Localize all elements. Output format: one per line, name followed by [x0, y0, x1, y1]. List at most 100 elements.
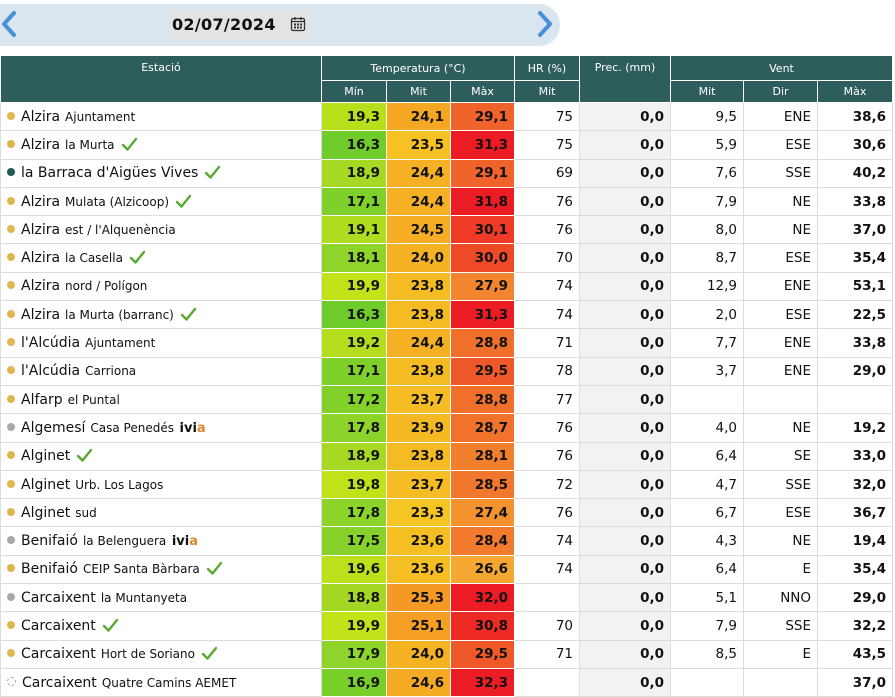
chevron-left-icon[interactable]	[0, 10, 20, 38]
temp-min-cell: 18,8	[321, 583, 387, 613]
temp-min-cell: 16,3	[321, 130, 387, 160]
station-cell[interactable]: l'Alcúdia Ajuntament	[0, 328, 322, 358]
wind-mit-cell: 6,4	[670, 554, 745, 585]
ivia-logo-accent: a	[189, 534, 198, 550]
station-sub[interactable]: est / l'Alquenència	[65, 222, 176, 237]
station-cell[interactable]: Benifaió CEIP Santa Bàrbara	[0, 554, 322, 585]
station-cell[interactable]: Alginet	[0, 441, 322, 471]
station-cell[interactable]: l'Alcúdia Carriona	[0, 356, 322, 386]
station-cell[interactable]: Alginet Urb. Los Lagos	[0, 469, 322, 500]
station-cell[interactable]: Alzira Ajuntament	[0, 101, 322, 132]
station-cell[interactable]: Carcaixent	[0, 611, 322, 641]
hr-cell: 74	[514, 300, 581, 330]
station-sub[interactable]: CEIP Santa Bàrbara	[82, 562, 200, 577]
station-status-dot	[7, 564, 15, 573]
station-cell[interactable]: Carcaixent Hort de Soriano	[0, 639, 322, 669]
station-town[interactable]: Carcaixent	[21, 617, 96, 634]
table-row: l'Alcúdia Carriona 17,1 23,8 29,5 78 0,0 3,7 ENE…	[0, 356, 894, 386]
station-cell[interactable]: Alzira est / l'Alquenència	[0, 215, 322, 245]
table-row: Algemesí Casa Penedés ivia 17,8 23,9 28,7 76 0…	[0, 413, 894, 443]
check-icon	[180, 307, 197, 322]
station-sub[interactable]: Mulata (Alzicoop)	[65, 194, 170, 209]
station-cell[interactable]: Carcaixent la Muntanyeta	[0, 583, 322, 613]
station-cell[interactable]: Alzira Mulata (Alzicoop)	[0, 186, 322, 217]
station-sub[interactable]: sud	[75, 505, 97, 520]
station-sub[interactable]: el Puntal	[67, 392, 120, 407]
prec-cell: 0,0	[579, 186, 672, 217]
station-town[interactable]: Alzira	[21, 193, 61, 210]
station-sub[interactable]: Casa Penedés	[90, 420, 174, 435]
wind-mit-cell: 3,7	[670, 356, 745, 386]
station-town[interactable]: Benifaió	[21, 561, 78, 578]
station-town[interactable]: Alfarp	[21, 391, 63, 408]
table-row: Carcaixent Hort de Soriano 17,9 24,0 29,5 71 0…	[0, 639, 894, 669]
station-cell[interactable]: Alzira nord / Polígon	[0, 271, 322, 302]
station-cell[interactable]: Alfarp el Puntal	[0, 384, 322, 415]
wind-dir-cell: ENE	[743, 356, 819, 386]
wind-dir-cell: ESE	[743, 130, 819, 160]
temp-mit-cell: 23,6	[386, 554, 451, 585]
station-cell[interactable]: Benifaió la Belenguera ivia	[0, 526, 322, 556]
hr-cell: 75	[514, 130, 581, 160]
station-cell[interactable]: Carcaixent Quatre Camins AEMET	[0, 667, 322, 697]
wind-mit-cell: 9,5	[670, 101, 745, 132]
station-cell[interactable]: Algemesí Casa Penedés ivia	[0, 413, 322, 443]
date-value[interactable]: 02/07/2024	[172, 15, 276, 34]
header-temp-min: Mín	[321, 80, 387, 103]
station-town[interactable]: Algemesí	[21, 419, 86, 436]
station-sub[interactable]: la Casella	[65, 251, 123, 266]
check-icon	[76, 448, 93, 463]
prec-cell: 0,0	[579, 441, 672, 471]
temp-min-cell: 17,5	[321, 526, 387, 556]
station-town[interactable]: la Barraca d'Aigües Vives	[21, 165, 199, 182]
station-sub[interactable]: la Murta	[65, 137, 115, 152]
table-row: Alzira la Casella 18,1 24,0 30,0 70 0,0 8,7 ESE 3…	[0, 243, 894, 273]
station-town[interactable]: l'Alcúdia	[21, 335, 81, 352]
station-sub[interactable]: Urb. Los Lagos	[75, 477, 164, 492]
wind-max-cell: 37,0	[817, 667, 894, 697]
wind-dir-cell: NE	[743, 186, 819, 217]
date-picker[interactable]: 02/07/2024	[168, 10, 310, 40]
station-cell[interactable]: Alginet sud	[0, 498, 322, 528]
station-town[interactable]: Carcaixent	[21, 589, 96, 606]
station-sub[interactable]: la Belenguera	[82, 534, 167, 549]
temp-max-cell: 27,9	[449, 271, 516, 302]
temp-min-cell: 18,9	[321, 441, 387, 471]
station-town[interactable]: Benifaió	[21, 533, 78, 550]
station-town[interactable]: Alginet	[21, 448, 71, 465]
station-town[interactable]: Alzira	[21, 108, 61, 125]
temp-mit-cell: 24,4	[386, 328, 451, 358]
wind-mit-cell: 2,0	[670, 300, 745, 330]
station-town[interactable]: Alzira	[21, 221, 61, 238]
station-cell[interactable]: Alzira la Murta	[0, 130, 322, 160]
station-cell[interactable]: Alzira la Casella	[0, 243, 322, 273]
station-sub[interactable]: Ajuntament	[85, 336, 156, 351]
chevron-right-icon[interactable]	[534, 10, 554, 38]
station-sub[interactable]: Quatre Camins AEMET	[101, 675, 237, 690]
wind-mit-cell: 8,7	[670, 243, 745, 273]
station-sub[interactable]: Carriona	[85, 364, 137, 379]
station-sub[interactable]: Ajuntament	[65, 109, 136, 124]
prec-cell: 0,0	[579, 356, 672, 386]
temp-max-cell: 29,5	[449, 356, 516, 386]
station-town[interactable]: Alzira	[21, 250, 61, 267]
temp-max-cell: 27,4	[449, 498, 516, 528]
station-sub[interactable]: nord / Polígon	[65, 279, 148, 294]
calendar-icon[interactable]	[290, 16, 306, 32]
station-sub[interactable]: la Murta (barranc)	[65, 307, 174, 322]
station-town[interactable]: Alzira	[21, 136, 61, 153]
station-cell[interactable]: la Barraca d'Aigües Vives	[0, 158, 322, 188]
station-town[interactable]: l'Alcúdia	[21, 363, 81, 380]
station-cell[interactable]: Alzira la Murta (barranc)	[0, 300, 322, 330]
station-sub[interactable]: la Muntanyeta	[100, 590, 188, 605]
station-town[interactable]: Alginet	[21, 476, 71, 493]
station-town[interactable]: Carcaixent	[21, 646, 96, 663]
temp-mit-cell: 23,9	[386, 413, 451, 443]
station-town[interactable]: Alginet	[21, 504, 71, 521]
station-sub[interactable]: Hort de Soriano	[100, 647, 195, 662]
station-town[interactable]: Carcaixent	[22, 674, 97, 691]
temp-max-cell: 28,5	[449, 469, 516, 500]
station-town[interactable]: Alzira	[21, 306, 61, 323]
header-station: Estació	[0, 55, 322, 103]
station-town[interactable]: Alzira	[21, 278, 61, 295]
